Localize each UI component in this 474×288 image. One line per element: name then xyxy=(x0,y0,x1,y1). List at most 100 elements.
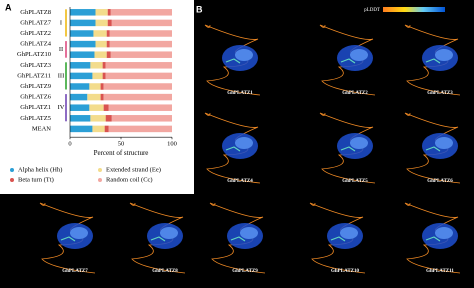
legend-label: Alpha helix (Hh) xyxy=(18,166,62,173)
bar-segment xyxy=(70,104,90,111)
bar-segment xyxy=(111,115,172,122)
y-tick-label: GhPLATZ5 xyxy=(20,115,51,122)
structure-label: GhPLATZ7 xyxy=(62,269,88,274)
y-tick-label: GhPLATZ7 xyxy=(20,19,51,26)
bar-segment xyxy=(87,93,101,101)
strand-region xyxy=(225,146,241,152)
structure-label: GhPLATZ1 xyxy=(227,91,253,96)
structure-label: GhPLATZ3 xyxy=(427,91,453,96)
y-tick-label: GhPLATZ9 xyxy=(20,83,51,90)
bar-segment xyxy=(70,40,96,48)
bar-segment xyxy=(70,72,93,80)
structured-core xyxy=(350,137,368,149)
bar-segment xyxy=(89,104,104,111)
structured-core xyxy=(160,227,178,239)
y-tick-label: GhPLATZ6 xyxy=(20,94,51,101)
bar-segment xyxy=(70,115,91,122)
legend-swatch xyxy=(98,178,102,182)
bar-segment xyxy=(95,40,107,48)
legend-label: Extended strand (Ee) xyxy=(106,166,161,173)
legend-swatch xyxy=(98,168,102,172)
group-label: III xyxy=(58,72,65,79)
structure-label: GhPLATZ10 xyxy=(331,269,359,274)
group-label: II xyxy=(59,46,63,53)
bar-segment xyxy=(103,83,172,90)
colorbar xyxy=(383,7,445,12)
strand-region xyxy=(150,236,166,242)
strand-region xyxy=(340,146,356,152)
bar-segment xyxy=(109,40,172,48)
bar-segment xyxy=(105,62,172,69)
x-tick-label: 0 xyxy=(68,141,71,148)
strand-region xyxy=(225,58,241,64)
bar-segment xyxy=(95,19,108,27)
structured-core xyxy=(435,227,453,239)
bar-segment xyxy=(110,9,172,16)
bar-segment xyxy=(95,9,108,16)
y-tick-label: GhPLATZ10 xyxy=(17,51,51,58)
strand-region xyxy=(230,236,246,242)
x-tick-label: 100 xyxy=(167,141,177,148)
structure-label: GhPLATZ4 xyxy=(227,179,253,184)
structure-label: GhPLATZ11 xyxy=(426,269,454,274)
y-tick-label: GhPLATZ11 xyxy=(17,72,51,79)
bar-segment xyxy=(100,83,104,90)
strand-region xyxy=(425,236,441,242)
bar-segment xyxy=(108,104,172,111)
structure-label: GhPLATZ5 xyxy=(342,179,368,184)
bar-segment xyxy=(70,62,91,69)
bar-segment xyxy=(70,30,94,37)
legend-swatch xyxy=(10,168,14,172)
bar-segment xyxy=(102,72,106,80)
structured-core xyxy=(435,49,453,61)
bar-segment xyxy=(70,93,88,101)
bar-segment xyxy=(103,93,172,101)
x-axis-title: Percent of structure xyxy=(94,149,149,157)
bar-segment xyxy=(106,40,110,48)
bar-segment xyxy=(109,30,172,37)
bar-segment xyxy=(70,83,90,90)
bar-segment xyxy=(102,62,106,69)
bar-segment xyxy=(111,19,172,27)
bar-segment xyxy=(107,19,112,27)
panel-label: A xyxy=(5,2,12,12)
legend-label: Beta turn (Tt) xyxy=(18,176,54,183)
bar-segment xyxy=(92,72,103,80)
panel-label: B xyxy=(196,4,203,14)
structured-core xyxy=(435,137,453,149)
bar-segment xyxy=(106,30,110,37)
legend-swatch xyxy=(10,178,14,182)
legend-label: Random coil (Cc) xyxy=(106,176,153,183)
structure-label: GhPLATZ6 xyxy=(427,179,453,184)
structured-core xyxy=(340,227,358,239)
bar-segment xyxy=(94,51,107,58)
bar-segment xyxy=(89,83,101,90)
x-tick-label: 50 xyxy=(118,141,125,148)
bar-segment xyxy=(104,125,109,133)
group-label: IV xyxy=(58,104,65,111)
bar-segment xyxy=(108,125,172,133)
bar-segment xyxy=(107,9,111,16)
structured-core xyxy=(70,227,88,239)
bar-segment xyxy=(70,9,96,16)
bar-segment xyxy=(110,51,172,58)
bar-segment xyxy=(92,125,105,133)
bar-segment xyxy=(100,93,104,101)
y-tick-label: MEAN xyxy=(32,125,51,132)
y-tick-label: GhPLATZ1 xyxy=(20,104,51,111)
strand-region xyxy=(425,146,441,152)
bar-segment xyxy=(70,125,93,133)
structured-core xyxy=(240,227,258,239)
group-label: I xyxy=(60,19,62,26)
strand-region xyxy=(340,58,356,64)
strand-region xyxy=(330,236,346,242)
y-tick-label: GhPLATZ4 xyxy=(20,41,51,48)
structure-label: GhPLATZ8 xyxy=(152,269,178,274)
colorbar-title: pLDDT xyxy=(364,8,380,13)
y-tick-label: GhPLATZ3 xyxy=(20,62,51,69)
bar-segment xyxy=(90,62,103,69)
strand-region xyxy=(425,58,441,64)
strand-region xyxy=(60,236,76,242)
structured-core xyxy=(235,137,253,149)
